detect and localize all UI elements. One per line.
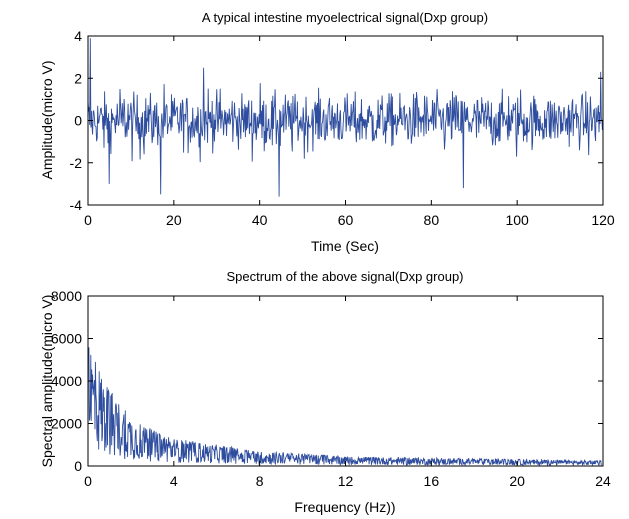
y-tick-label: 0 — [74, 458, 82, 474]
spectrum-y-axis-label: Spectral amplitude(micro V) — [39, 295, 55, 468]
x-tick-label: 100 — [505, 212, 529, 228]
spectrum-y-ticks: 0 2000 4000 6000 8000 — [51, 288, 603, 474]
y-tick-label: 2 — [74, 70, 82, 86]
x-tick-label: 60 — [338, 212, 354, 228]
signal-plot: A typical intestine myoelectrical signal… — [39, 10, 615, 254]
x-tick-label: 4 — [170, 473, 178, 489]
signal-y-ticks: -4 -2 0 2 4 — [70, 28, 603, 213]
signal-y-axis-label: Amplitude(micro V) — [39, 60, 55, 179]
signal-line — [87, 38, 604, 197]
y-tick-label: 4000 — [51, 373, 82, 389]
x-tick-label: 24 — [595, 473, 611, 489]
y-tick-label: -2 — [70, 155, 83, 171]
y-tick-label: 8000 — [51, 288, 82, 304]
signal-plot-title: A typical intestine myoelectrical signal… — [202, 10, 488, 25]
spectrum-plot: Spectrum of the above signal(Dxp group) … — [39, 269, 611, 515]
spectrum-series — [87, 347, 602, 467]
x-tick-label: 80 — [424, 212, 440, 228]
spectrum-x-ticks: 0 4 8 12 16 20 24 — [84, 296, 611, 489]
y-tick-label: 6000 — [51, 331, 82, 347]
signal-series — [87, 38, 604, 197]
y-tick-label: 0 — [74, 113, 82, 129]
x-tick-label: 0 — [84, 212, 92, 228]
x-tick-label: 120 — [591, 212, 615, 228]
spectrum-x-axis-label: Frequency (Hz)) — [294, 499, 395, 515]
spectrum-plot-title: Spectrum of the above signal(Dxp group) — [226, 269, 463, 284]
x-tick-label: 40 — [252, 212, 268, 228]
y-tick-label: -4 — [70, 197, 83, 213]
signal-x-axis-label: Time (Sec) — [311, 238, 379, 254]
x-tick-label: 8 — [256, 473, 264, 489]
x-tick-label: 20 — [166, 212, 182, 228]
x-tick-label: 20 — [509, 473, 525, 489]
x-tick-label: 0 — [84, 473, 92, 489]
spectrum-line — [87, 347, 602, 467]
y-tick-label: 2000 — [51, 416, 82, 432]
y-tick-label: 4 — [74, 28, 82, 44]
spectrum-plot-frame — [87, 295, 604, 467]
signal-x-ticks: 0 20 40 60 80 100 120 — [84, 36, 615, 228]
x-tick-label: 16 — [424, 473, 440, 489]
x-tick-label: 12 — [338, 473, 354, 489]
